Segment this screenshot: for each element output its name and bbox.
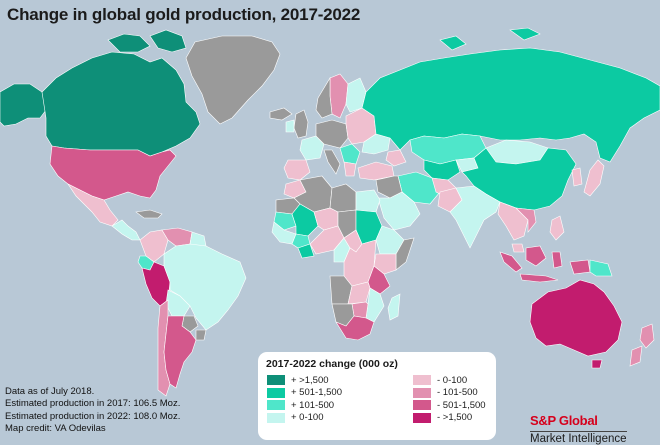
region-mexico	[67, 183, 119, 227]
region-ghana	[297, 243, 315, 259]
legend-label: + 101-500	[291, 399, 335, 411]
legend-swatch	[267, 375, 285, 385]
region-indonesia-sumatra	[499, 251, 523, 273]
region-central-europe	[315, 119, 349, 149]
legend-swatch	[267, 400, 285, 410]
legend-title: 2017-2022 change (000 oz)	[266, 358, 398, 370]
region-indonesia-borneo	[525, 245, 547, 267]
region-new-zealand-south	[629, 345, 643, 367]
brand-subtitle: Market Intelligence	[530, 433, 627, 445]
region-caucasus	[385, 149, 407, 167]
region-zimbabwe	[351, 301, 369, 319]
note-line: Map credit: VA Odevilas	[5, 422, 106, 434]
legend-item: - 101-500	[413, 387, 486, 399]
legend-item: + 101-500	[267, 399, 342, 411]
legend-label: - 501-1,500	[437, 399, 486, 411]
region-laos-vietnam	[515, 207, 537, 233]
region-zambia	[347, 281, 371, 305]
legend-label: + >1,500	[291, 374, 329, 386]
region-indonesia-java	[519, 273, 559, 283]
source-notes: Data as of July 2018. Estimated producti…	[5, 386, 180, 435]
map-title: Change in global gold production, 2017-2…	[7, 5, 361, 24]
region-balkans	[339, 143, 361, 165]
legend-panel: 2017-2022 change (000 oz) + >1,500 + 501…	[258, 352, 496, 440]
legend-swatch	[413, 400, 431, 410]
legend-swatch	[413, 375, 431, 385]
region-malaysia	[511, 243, 525, 253]
legend-item: + >1,500	[267, 374, 342, 386]
region-alaska	[0, 83, 47, 127]
region-indonesia-papua	[569, 259, 591, 275]
region-ireland	[285, 119, 295, 133]
region-india	[449, 185, 501, 249]
legend-item: + 501-1,500	[267, 387, 342, 399]
legend-swatch	[413, 412, 431, 423]
legend-swatch	[413, 387, 431, 398]
region-uzbekistan	[423, 159, 461, 181]
legend-item: - 0-100	[413, 374, 486, 386]
legend-column-decrease: - 0-100 - 101-500 - 501-1,500 - >1,500	[413, 374, 486, 424]
brand-divider	[530, 431, 627, 432]
legend-swatch	[267, 387, 285, 398]
region-indonesia-sulawesi	[551, 251, 563, 269]
region-central-america	[111, 219, 141, 241]
region-argentina	[163, 315, 197, 389]
legend-label: - >1,500	[437, 412, 473, 423]
region-canada-arctic	[107, 33, 151, 53]
region-madagascar	[387, 293, 401, 321]
region-new-zealand	[639, 323, 655, 349]
region-brazil	[163, 243, 247, 331]
region-egypt	[355, 189, 381, 213]
legend-item: - >1,500	[413, 412, 486, 424]
region-south-africa	[335, 315, 375, 341]
region-papua-new-guinea	[589, 259, 613, 277]
legend-label: + 501-1,500	[291, 387, 342, 398]
legend-column-increase: + >1,500 + 501-1,500 + 101-500 + 0-100	[267, 374, 342, 424]
region-saudi-arabia	[377, 191, 421, 231]
legend-swatch	[267, 412, 285, 423]
region-tasmania	[591, 359, 603, 369]
brand-name: S&P Global	[530, 413, 598, 428]
region-italy	[323, 149, 341, 175]
region-iceland	[269, 107, 293, 121]
note-line: Estimated production in 2017: 106.5 Moz.	[5, 398, 181, 410]
region-caribbean	[135, 209, 163, 219]
region-china	[461, 147, 577, 211]
legend-item: - 501-1,500	[413, 399, 486, 411]
region-uruguay	[195, 329, 207, 341]
region-greece	[343, 161, 357, 177]
region-russia-arctic-2	[509, 27, 541, 41]
legend-item: + 0-100	[267, 412, 342, 424]
region-greenland	[185, 35, 281, 125]
region-norway	[315, 76, 333, 119]
legend-label: + 0-100	[291, 412, 324, 423]
note-line: Data as of July 2018.	[5, 386, 95, 397]
region-japan	[583, 159, 605, 197]
region-philippines	[549, 215, 565, 241]
region-mali	[291, 203, 319, 237]
region-australia	[529, 279, 623, 357]
region-russia-arctic	[439, 35, 467, 51]
region-mauritania	[273, 211, 297, 231]
region-canada-arctic-2	[149, 29, 187, 53]
brand-logo: S&P Global Market Intelligence	[530, 413, 627, 445]
note-line: Estimated production in 2022: 108.0 Moz.	[5, 410, 181, 422]
legend-label: - 101-500	[437, 387, 478, 398]
region-korea	[571, 167, 583, 187]
legend-label: - 0-100	[437, 374, 468, 386]
